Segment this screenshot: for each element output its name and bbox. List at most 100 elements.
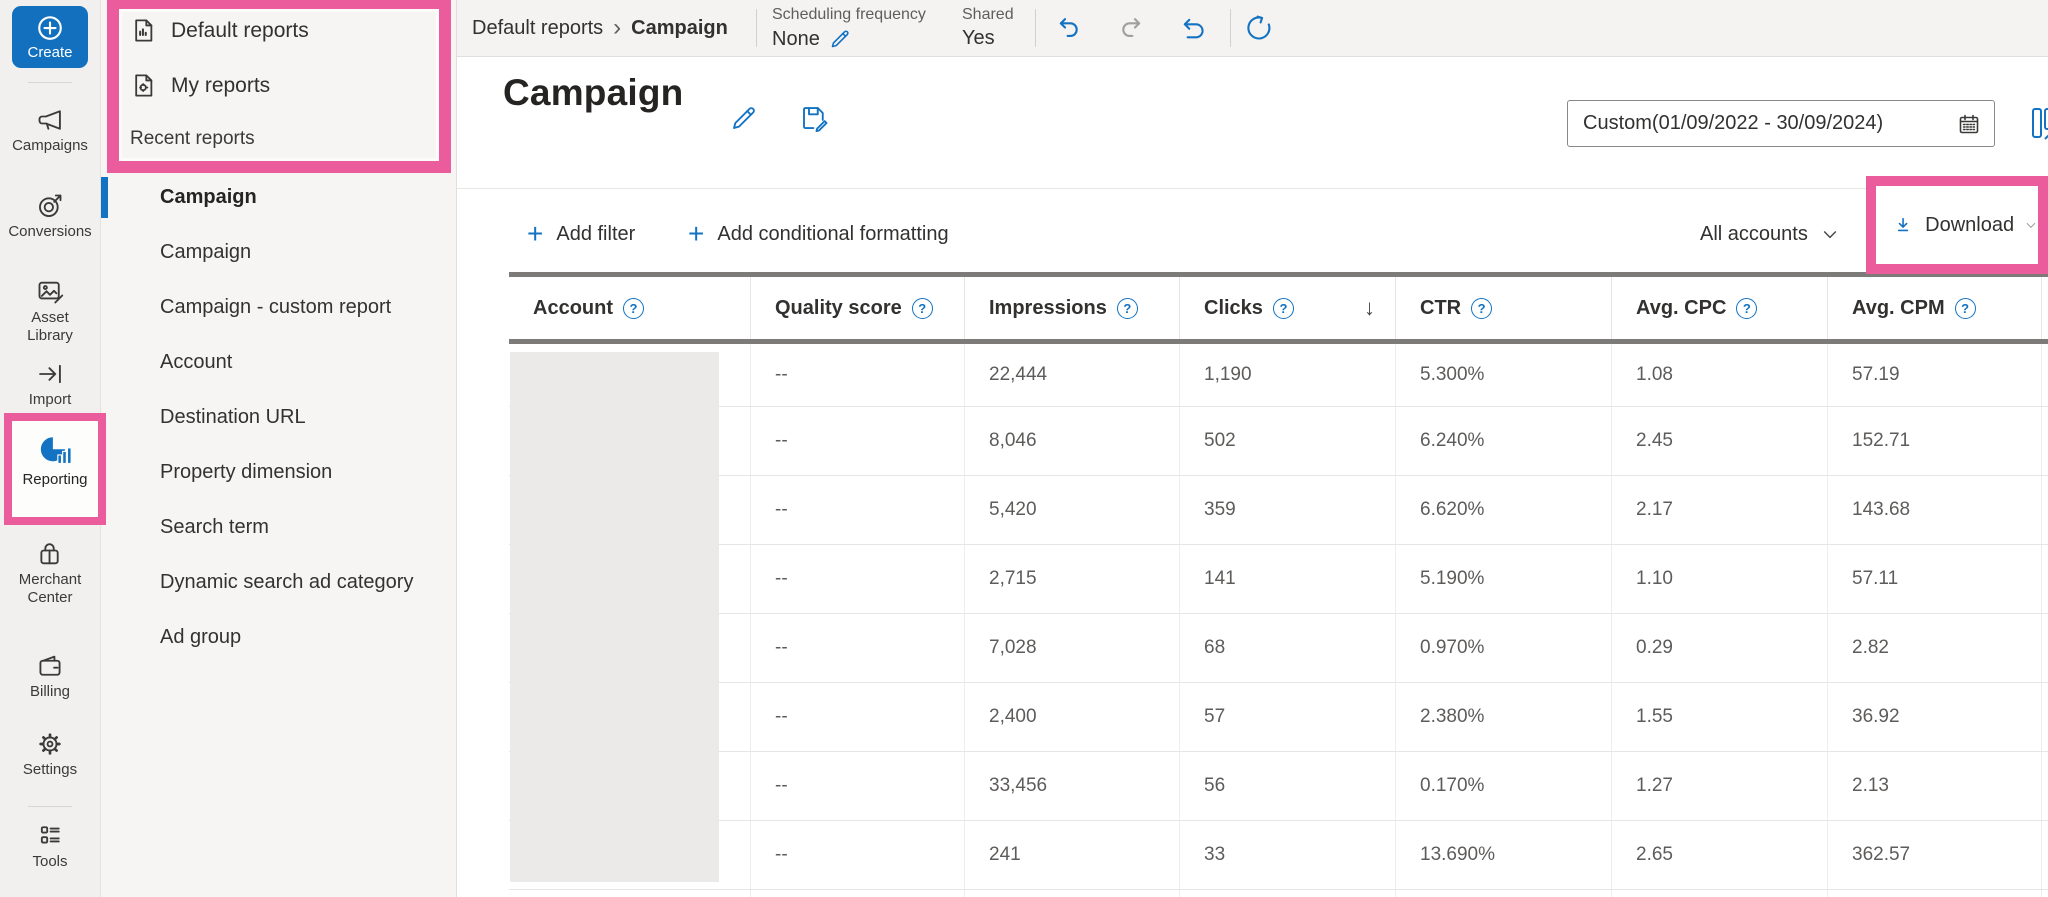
edit-title-pencil-icon[interactable] bbox=[729, 103, 759, 133]
my-reports-link[interactable]: My reports bbox=[130, 72, 270, 99]
table-row[interactable]: -- 8,046 502 6.240% 2.45 152.71 bbox=[509, 407, 2048, 476]
merchant-center-label: Merchant Center bbox=[18, 571, 82, 606]
cell-ctr: 6.620% bbox=[1396, 476, 1612, 544]
add-conditional-formatting-button[interactable]: + Add conditional formatting bbox=[688, 212, 949, 256]
cell-account bbox=[509, 683, 751, 751]
tools-list-icon bbox=[40, 826, 60, 844]
table-row[interactable]: -- 2,715 141 5.190% 1.10 57.11 bbox=[509, 545, 2048, 614]
reporting-highlight-box: Reporting bbox=[4, 413, 106, 525]
recent-report-item[interactable]: Property dimension bbox=[160, 461, 333, 483]
column-header-avg-cpm[interactable]: Avg. CPM? bbox=[1828, 277, 2042, 339]
reporting-pie-chart-icon bbox=[40, 437, 72, 465]
cell-impressions: 5,420 bbox=[965, 476, 1180, 544]
cell-quality-score: -- bbox=[751, 545, 965, 613]
default-reports-link[interactable]: Default reports bbox=[130, 17, 309, 44]
help-icon[interactable]: ? bbox=[1272, 297, 1294, 319]
column-label: Avg. CPM bbox=[1852, 296, 1945, 319]
sidebar-item-reporting[interactable]: Reporting bbox=[12, 421, 98, 517]
campaigns-label: Campaigns bbox=[12, 137, 88, 154]
help-icon[interactable]: ? bbox=[911, 297, 933, 319]
sidebar-item-asset-library[interactable]: Asset Library bbox=[0, 278, 100, 345]
cell-avg-cpm: 152.71 bbox=[1828, 407, 2042, 475]
cell-avg-cpc bbox=[1612, 890, 1828, 897]
help-icon[interactable]: ? bbox=[1471, 297, 1493, 319]
column-header-account[interactable]: Account? bbox=[509, 277, 751, 339]
grid-body: -- 22,444 1,190 5.300% 1.08 57.19 -- 8,046 502 6.… bbox=[509, 344, 2048, 897]
create-button[interactable]: Create bbox=[12, 6, 88, 68]
reporting-label: Reporting bbox=[22, 471, 88, 488]
breadcrumb-root[interactable]: Default reports bbox=[472, 16, 604, 39]
grid-header-border bbox=[509, 339, 2048, 344]
recent-report-item[interactable]: Search term bbox=[160, 516, 269, 538]
cell-quality-score bbox=[751, 890, 965, 897]
shared-value: Yes bbox=[962, 27, 995, 50]
download-button[interactable]: Download bbox=[1866, 176, 2048, 274]
chevron-down-icon bbox=[2026, 223, 2036, 228]
recent-report-item[interactable]: Account bbox=[160, 351, 233, 373]
cell-avg-cpm: 36.92 bbox=[1828, 683, 2042, 751]
column-header-avg-cpc[interactable]: Avg. CPC? bbox=[1612, 277, 1828, 339]
column-header-impressions[interactable]: Impressions? bbox=[965, 277, 1180, 339]
recent-report-item[interactable]: Ad group bbox=[160, 626, 242, 648]
undo-icon[interactable] bbox=[1055, 14, 1083, 42]
sidebar-item-billing[interactable]: Billing bbox=[0, 652, 100, 701]
chevron-down-icon bbox=[1823, 231, 1836, 239]
sidebar-item-merchant-center[interactable]: Merchant Center bbox=[0, 540, 100, 607]
table-row[interactable]: -- 7,028 68 0.970% 0.29 2.82 bbox=[509, 614, 2048, 683]
date-range-picker[interactable]: Custom(01/09/2022 - 30/09/2024) bbox=[1567, 100, 1995, 147]
column-header-quality-score[interactable]: Quality score? bbox=[751, 277, 965, 339]
column-label: Quality score bbox=[775, 296, 902, 319]
refresh-icon[interactable] bbox=[1245, 14, 1273, 42]
table-row[interactable] bbox=[509, 890, 2048, 897]
my-reports-label: My reports bbox=[171, 73, 271, 97]
download-icon bbox=[1897, 217, 1909, 232]
revert-icon[interactable] bbox=[1179, 14, 1207, 42]
cell-avg-cpm bbox=[1828, 890, 2042, 897]
add-filter-button[interactable]: + Add filter bbox=[527, 212, 635, 256]
sidebar-item-campaigns[interactable]: Campaigns bbox=[0, 106, 100, 155]
help-icon[interactable]: ? bbox=[1954, 297, 1976, 319]
import-label: Import bbox=[28, 391, 72, 408]
cell-ctr: 5.300% bbox=[1396, 344, 1612, 406]
help-icon[interactable]: ? bbox=[623, 297, 644, 319]
column-header-ctr[interactable]: CTR? bbox=[1396, 277, 1612, 339]
target-icon bbox=[39, 194, 62, 217]
cell-clicks: 141 bbox=[1180, 545, 1396, 613]
recent-report-item[interactable]: Destination URL bbox=[160, 406, 306, 428]
edit-columns-icon[interactable] bbox=[2031, 105, 2048, 143]
date-range-value: Custom(01/09/2022 - 30/09/2024) bbox=[1583, 112, 1884, 134]
cell-impressions: 7,028 bbox=[965, 614, 1180, 682]
recent-report-item[interactable]: Campaign bbox=[160, 241, 252, 263]
shared-label: Shared bbox=[962, 6, 1014, 23]
accounts-dropdown[interactable]: All accounts bbox=[1700, 212, 1840, 256]
edit-scheduling-pencil-icon[interactable] bbox=[828, 27, 852, 51]
help-icon[interactable]: ? bbox=[1736, 297, 1758, 319]
save-as-icon[interactable] bbox=[799, 103, 829, 133]
scheduling-frequency-value: None bbox=[772, 27, 852, 51]
redo-icon[interactable] bbox=[1117, 14, 1145, 42]
sidebar-item-settings[interactable]: Settings bbox=[0, 730, 100, 779]
cell-ctr: 0.170% bbox=[1396, 752, 1612, 820]
recent-report-item[interactable]: Campaign bbox=[101, 170, 455, 225]
breadcrumb-chevron-icon: › bbox=[613, 14, 622, 41]
cell-avg-cpc: 1.08 bbox=[1612, 344, 1828, 406]
cell-ctr: 6.240% bbox=[1396, 407, 1612, 475]
sort-desc-icon: ↓ bbox=[1364, 295, 1375, 320]
recent-report-item[interactable]: Campaign - custom report bbox=[160, 296, 392, 318]
table-row[interactable]: -- 241 33 13.690% 2.65 362.57 bbox=[509, 821, 2048, 890]
table-row[interactable]: -- 2,400 57 2.380% 1.55 36.92 bbox=[509, 683, 2048, 752]
cell-quality-score: -- bbox=[751, 752, 965, 820]
help-icon[interactable]: ? bbox=[1116, 297, 1138, 319]
table-row[interactable]: -- 22,444 1,190 5.300% 1.08 57.19 bbox=[509, 344, 2048, 407]
sidebar-item-conversions[interactable]: Conversions bbox=[0, 192, 100, 241]
recent-report-item[interactable]: Dynamic search ad category bbox=[160, 571, 414, 593]
sidebar-item-import[interactable]: Import bbox=[0, 360, 100, 409]
table-row[interactable]: -- 5,420 359 6.620% 2.17 143.68 bbox=[509, 476, 2048, 545]
column-header-clicks[interactable]: Clicks? ↓ bbox=[1180, 277, 1396, 339]
sidebar-item-tools[interactable]: Tools bbox=[0, 822, 100, 871]
scheduling-frequency-label: Scheduling frequency bbox=[772, 6, 926, 23]
column-label: Impressions bbox=[989, 296, 1107, 319]
topbar-divider bbox=[1230, 9, 1231, 47]
table-row[interactable]: -- 33,456 56 0.170% 1.27 2.13 bbox=[509, 752, 2048, 821]
reports-panel bbox=[101, 0, 457, 897]
